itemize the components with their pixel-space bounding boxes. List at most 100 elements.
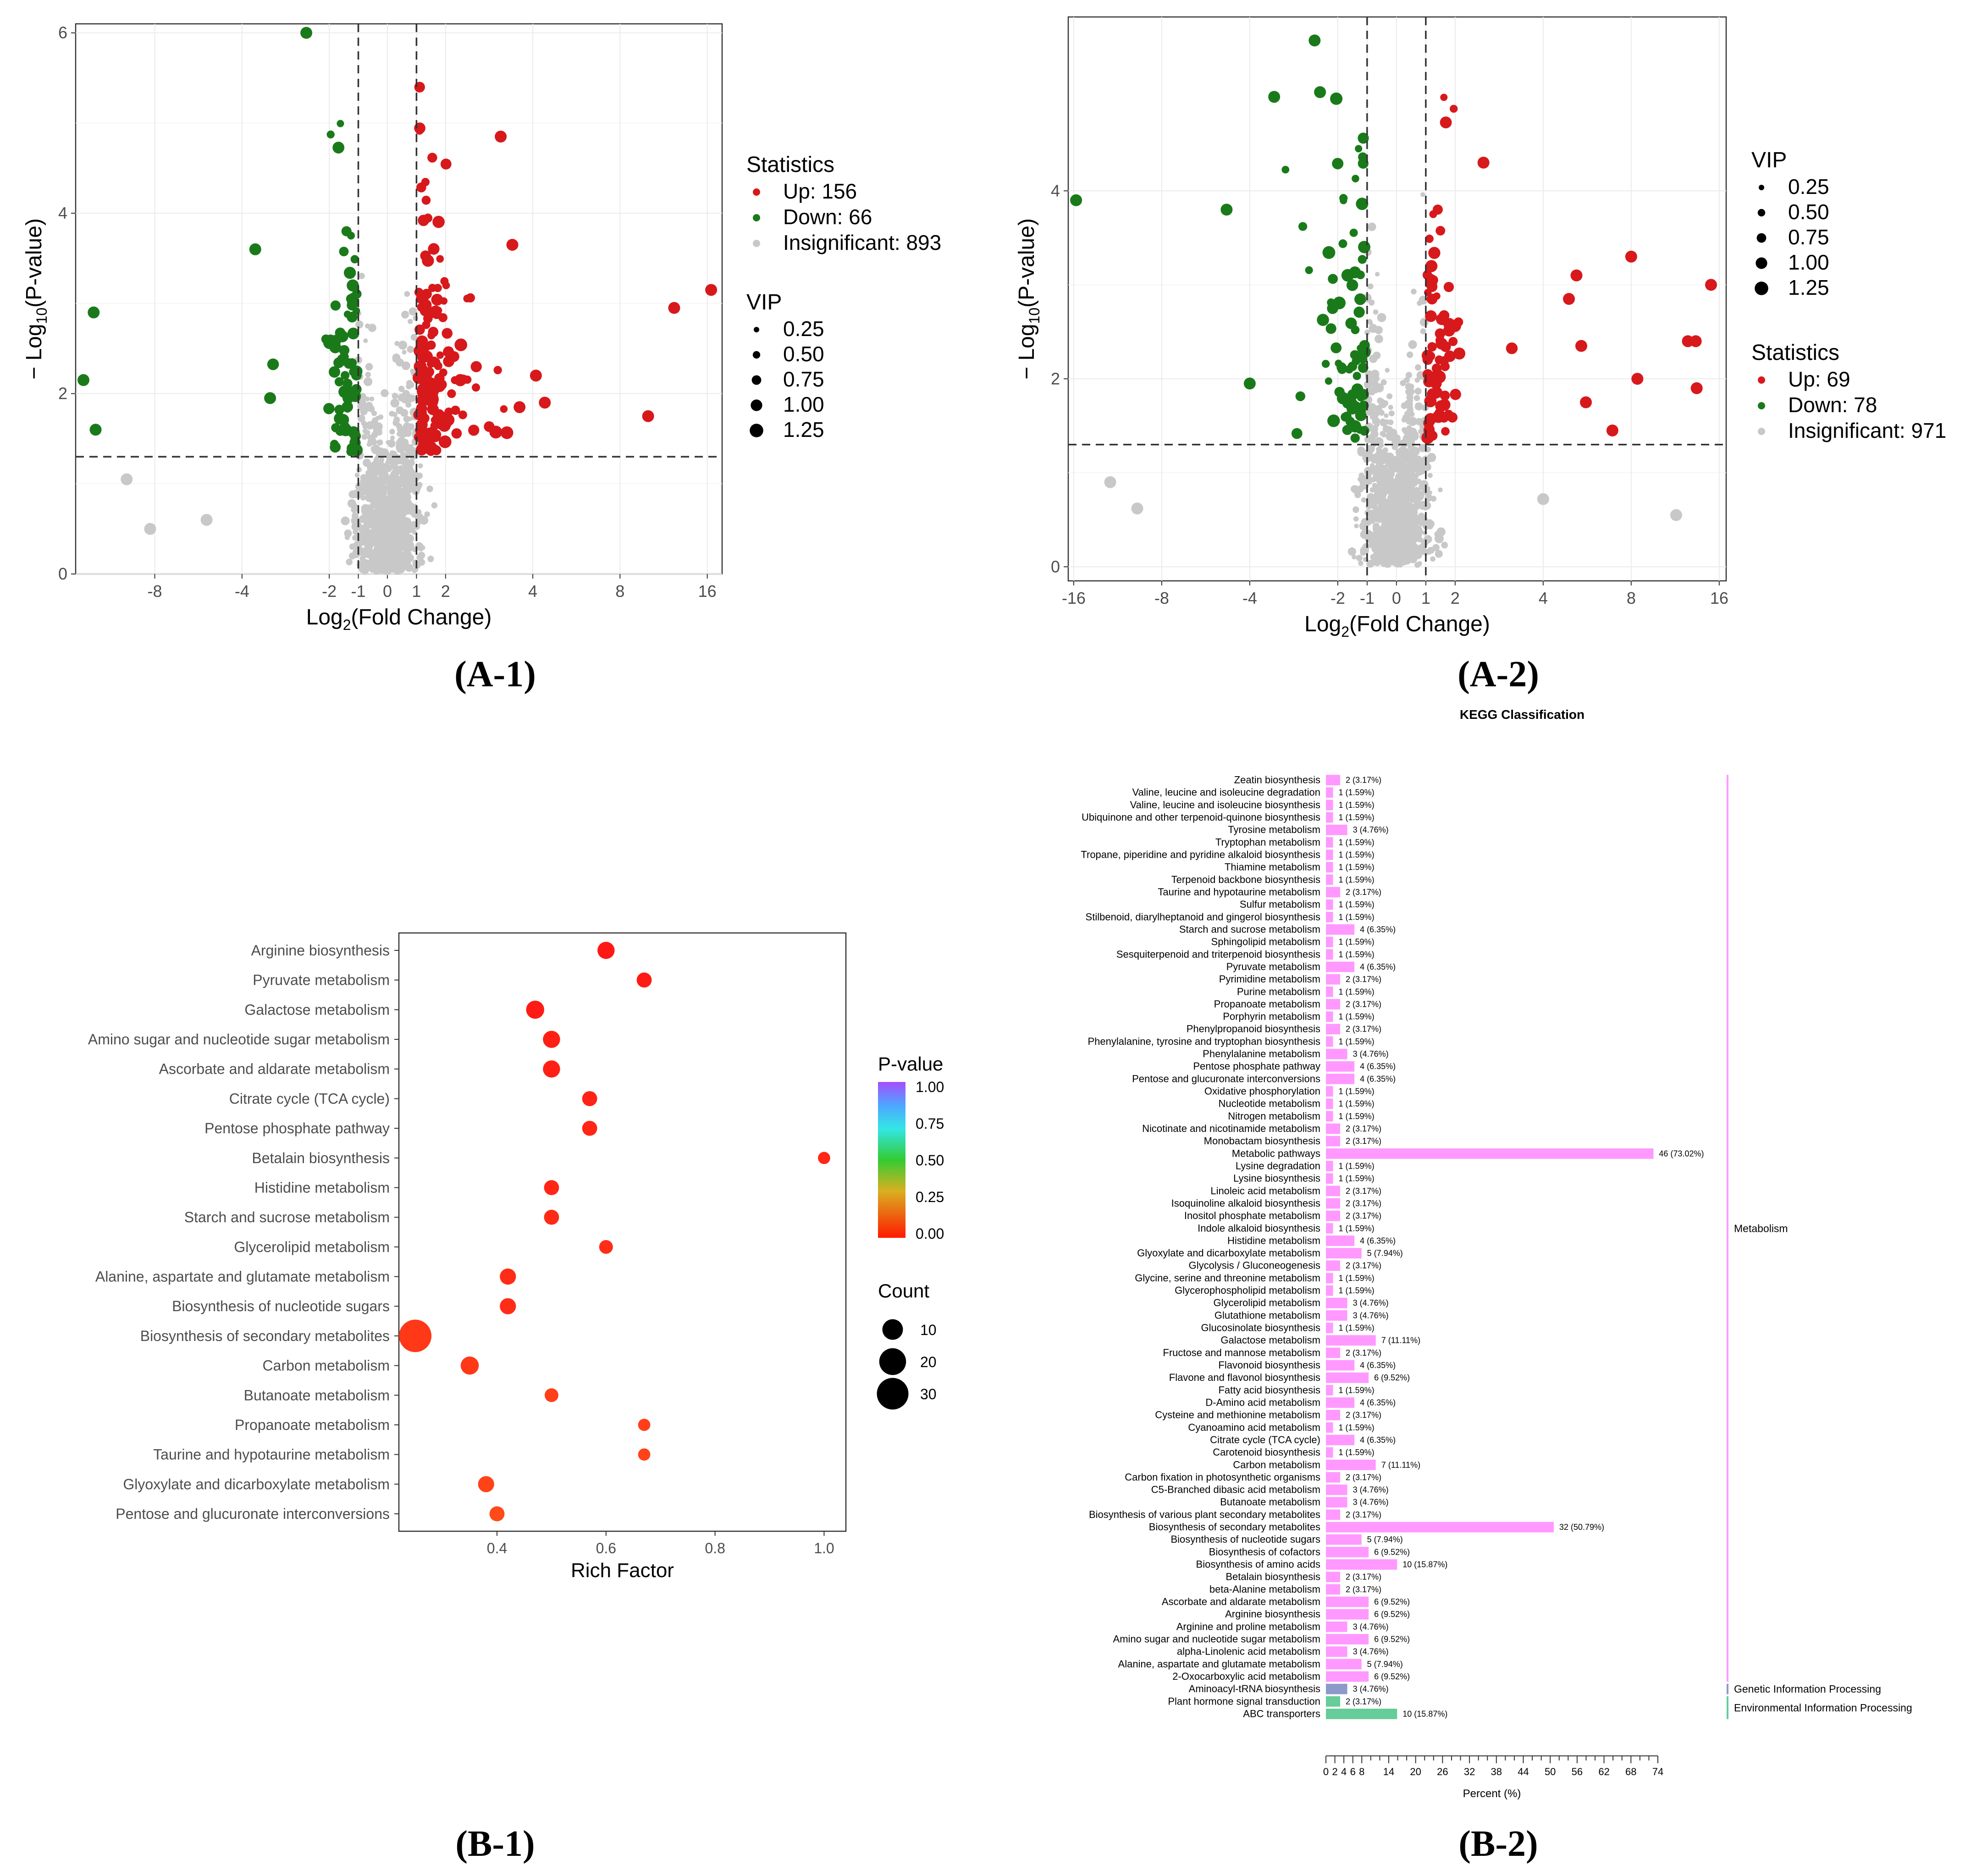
data-point-insig	[1434, 531, 1441, 538]
data-point-up	[668, 302, 680, 314]
kegg-bar	[1326, 986, 1333, 997]
kegg-bar	[1326, 1223, 1333, 1234]
data-point-insig	[400, 408, 409, 417]
data-point-insig	[1413, 463, 1419, 469]
data-point-up	[444, 407, 453, 416]
kegg-bar-value: 6 (9.52%)	[1374, 1373, 1410, 1382]
legend-vip-label: 0.75	[1788, 225, 1829, 249]
legend-vip-label: 1.00	[1788, 250, 1829, 274]
data-point-up	[431, 293, 443, 306]
data-point-up	[1450, 105, 1458, 113]
data-point-insig	[1394, 440, 1401, 447]
data-point-insig	[1390, 534, 1395, 539]
data-point-down	[347, 279, 359, 292]
kegg-pathway-label: Phenylalanine metabolism	[1203, 1048, 1320, 1059]
data-point-up	[1426, 351, 1435, 361]
data-point-down	[1298, 222, 1308, 231]
data-point-insig	[371, 516, 377, 522]
data-point-insig	[372, 553, 378, 560]
data-point-insig	[372, 417, 378, 423]
data-point-up	[470, 361, 482, 372]
data-point-up	[418, 215, 430, 226]
data-point-insig	[1364, 466, 1373, 476]
kegg-bar	[1326, 1285, 1333, 1296]
data-point-up	[423, 314, 433, 324]
kegg-bar-value: 1 (1.59%)	[1339, 950, 1375, 959]
data-point-insig	[403, 481, 409, 486]
data-point-insig	[375, 533, 381, 539]
data-point-down	[264, 392, 276, 404]
data-point-up	[428, 326, 439, 337]
data-point-down	[1358, 400, 1369, 411]
data-point-insig	[380, 565, 385, 571]
kegg-bar	[1326, 1646, 1347, 1657]
data-point-insig	[408, 423, 415, 430]
data-point-insig	[1416, 478, 1422, 484]
kegg-bar-value: 2 (3.17%)	[1346, 1510, 1381, 1519]
kegg-pathway-label: D-Amino acid metabolism	[1205, 1396, 1320, 1408]
kegg-bar-value: 1 (1.59%)	[1339, 1012, 1375, 1021]
kegg-bar	[1326, 1111, 1333, 1122]
kegg-bar-value: 1 (1.59%)	[1339, 900, 1375, 909]
kegg-bar	[1326, 787, 1333, 798]
y-tick-label: 2	[1051, 369, 1060, 388]
data-point-insig	[424, 511, 430, 517]
data-point-down	[1356, 198, 1369, 210]
data-point-down	[334, 377, 344, 386]
data-point-insig	[1409, 507, 1416, 514]
data-point-insig	[363, 488, 372, 497]
data-point-insig	[394, 401, 399, 406]
kegg-bar-value: 1 (1.59%)	[1339, 1423, 1375, 1432]
kegg-bar-value: 3 (4.76%)	[1353, 1485, 1389, 1495]
kegg-bar-value: 1 (1.59%)	[1339, 1324, 1375, 1333]
data-point-insig	[1403, 454, 1412, 463]
data-point-down	[330, 440, 339, 448]
data-point-insig	[1382, 400, 1389, 407]
data-point-insig	[407, 416, 413, 421]
kegg-pathway-label: Pyrimidine metabolism	[1219, 973, 1320, 985]
enrichment-bubble	[597, 942, 615, 959]
data-point-insig	[348, 490, 357, 499]
data-point-insig	[394, 569, 400, 574]
data-point-down	[1354, 293, 1366, 305]
data-point-up	[1506, 342, 1518, 354]
data-point-up	[539, 397, 551, 409]
kegg-pathway-label: Citrate cycle (TCA cycle)	[1210, 1434, 1320, 1446]
data-point-insig	[398, 488, 405, 496]
kegg-bar-value: 4 (6.35%)	[1360, 1435, 1396, 1445]
kegg-bar	[1326, 911, 1333, 922]
data-point-up	[465, 293, 475, 303]
data-point-insig	[401, 454, 407, 460]
data-point-down	[1352, 350, 1361, 360]
data-point-up	[1435, 328, 1446, 339]
legend-vip-key	[1757, 209, 1766, 217]
pathway-label: Taurine and hypotaurine metabolism	[153, 1446, 390, 1463]
x-tick-label: 38	[1491, 1766, 1502, 1777]
data-point-insig	[377, 503, 385, 511]
legend-vip-label: 0.50	[783, 342, 824, 366]
legend-vip-key	[751, 399, 762, 411]
data-point-insig	[1388, 419, 1394, 425]
kegg-pathway-label: Aminoacyl-tRNA biosynthesis	[1189, 1683, 1320, 1694]
data-point-insig	[1411, 490, 1419, 498]
pathway-label: Citrate cycle (TCA cycle)	[229, 1090, 390, 1107]
data-point-insig	[1407, 397, 1413, 403]
data-point-insig	[369, 396, 375, 402]
data-point-up	[1443, 281, 1454, 292]
data-point-insig	[398, 386, 405, 392]
data-point-insig	[1353, 506, 1359, 513]
legend-statistics-title: Statistics	[746, 153, 834, 177]
data-point-up	[438, 435, 452, 448]
legend-count-key	[879, 1348, 906, 1375]
data-point-insig	[357, 414, 365, 422]
legend-pvalue-title: P-value	[878, 1053, 943, 1075]
kegg-pathway-label: Amino sugar and nucleotide sugar metabol…	[1113, 1633, 1320, 1644]
data-point-up	[1437, 414, 1445, 422]
volcano-plot-a1: 0 2 4 6 -8 -4 -2 -1 0 1 2 4 8 16 Log2(Fold Change) − Lo…	[22, 23, 941, 633]
y-tick-label: 2	[58, 384, 67, 403]
data-point-insig	[408, 319, 413, 324]
kegg-bar-value: 3 (4.76%)	[1353, 1498, 1389, 1507]
data-point-down	[347, 358, 357, 368]
x-tick-label: -1	[1360, 589, 1375, 607]
legend-vip-label: 0.25	[783, 317, 824, 341]
